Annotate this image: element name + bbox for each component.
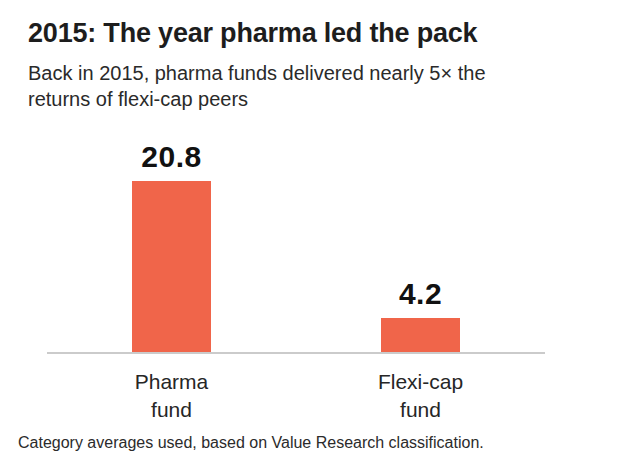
chart-card: 2015: The year pharma led the pack Back … bbox=[0, 0, 635, 470]
x-axis-labels-row: Pharma fund Flexi-cap fund bbox=[47, 368, 545, 424]
bar-group-pharma-fund: 20.8 bbox=[47, 140, 296, 353]
pharma-fund-bar bbox=[132, 181, 211, 353]
flexi-cap-fund-value-label: 4.2 bbox=[399, 277, 442, 311]
flexi-cap-fund-bar bbox=[381, 318, 460, 353]
x-axis-label-flexi-cap-fund: Flexi-cap fund bbox=[296, 368, 545, 424]
x-axis-line bbox=[47, 352, 545, 354]
bar-chart-plot-area: 20.8 4.2 bbox=[47, 140, 545, 353]
x-axis-label-pharma-fund: Pharma fund bbox=[47, 368, 296, 424]
chart-footnote: Category averages used, based on Value R… bbox=[18, 432, 484, 454]
chart-title: 2015: The year pharma led the pack bbox=[28, 16, 608, 50]
pharma-fund-value-label: 20.8 bbox=[141, 140, 201, 174]
chart-subtitle: Back in 2015, pharma funds delivered nea… bbox=[28, 60, 588, 112]
bar-group-flexi-cap-fund: 4.2 bbox=[296, 140, 545, 353]
